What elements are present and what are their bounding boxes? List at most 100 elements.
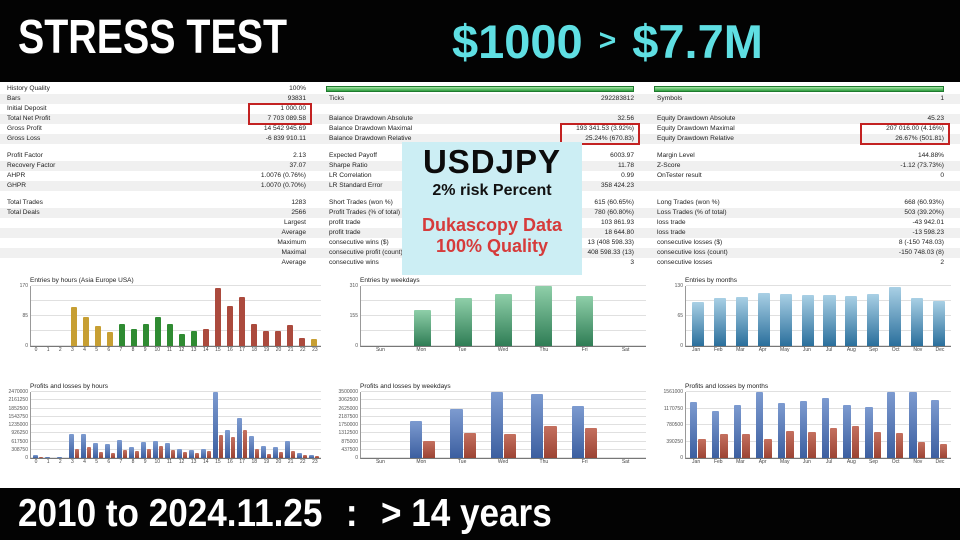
stat-row: Initial Deposit 1 000.00	[0, 104, 322, 114]
stat-label	[0, 228, 7, 238]
y-tick-label: 926250	[11, 430, 28, 437]
bar-group	[840, 392, 862, 458]
charts-grid: Entries by hours (Asia Europe USA) 0 85 17…	[0, 272, 960, 488]
stats-column-right: Symbols 1 Equity Drawdown Absolute 45.23 Equ…	[650, 84, 960, 268]
bar-group	[402, 286, 442, 346]
bar-group	[248, 286, 260, 346]
y-tick-label: 1852500	[8, 405, 28, 412]
bars-layer	[31, 286, 321, 346]
stat-label: Bars	[7, 95, 21, 102]
bar	[122, 449, 128, 458]
bar	[248, 436, 254, 458]
stat-row: Gross Loss -6 839 910.11	[0, 134, 322, 144]
x-tick-label: 5	[95, 347, 99, 353]
x-tick-label: Jun	[802, 347, 811, 353]
stat-row: Loss Trades (% of total) 503 (39.20%)	[650, 208, 960, 218]
bar-group	[605, 286, 645, 346]
bar	[70, 307, 78, 346]
bar-group	[200, 392, 212, 458]
x-tick-label: Nov	[913, 347, 923, 353]
gridline	[361, 407, 646, 409]
bar-group	[483, 392, 523, 458]
stat-value: 6003.97	[610, 152, 634, 159]
stat-label: Short Trades (won %)	[329, 199, 393, 206]
bar	[286, 324, 294, 346]
gain-from: $1000	[452, 14, 583, 68]
stat-label: consecutive wins ($)	[329, 239, 389, 246]
x-tick-label: Mar	[736, 347, 745, 353]
stat-value: 100%	[289, 85, 306, 92]
gridline	[686, 457, 951, 458]
x-tick-label: 19	[263, 459, 270, 465]
stat-label: consecutive wins	[329, 259, 379, 266]
bar	[423, 441, 436, 458]
x-tick-label: 20	[275, 347, 282, 353]
x-tick-label: Sep	[869, 459, 878, 465]
bar	[584, 427, 597, 458]
stat-row: Gross Profit 14 542 945.69	[0, 124, 322, 134]
bar	[843, 405, 851, 458]
bar-group	[906, 392, 928, 458]
x-tick-label: 13	[190, 459, 197, 465]
gridline	[31, 300, 321, 301]
bar	[873, 432, 882, 458]
x-tick-label: 10	[154, 347, 161, 353]
bar	[939, 444, 948, 458]
stat-value: 14 542 945.69	[263, 125, 306, 132]
x-tick-label: 2	[58, 459, 62, 465]
stat-label: Gross Profit	[7, 125, 42, 132]
bar	[56, 456, 62, 458]
stat-value: 408 598.33 (13)	[587, 249, 634, 256]
bars-layer	[361, 392, 646, 458]
bar-group	[284, 392, 296, 458]
x-tick-label: 0	[34, 459, 38, 465]
bars-layer	[686, 392, 951, 458]
bar-group	[272, 392, 284, 458]
bar-group	[362, 286, 402, 346]
stats-gap	[650, 191, 960, 198]
stat-value: 0.99	[621, 172, 634, 179]
bar	[917, 441, 926, 458]
gridline	[686, 315, 951, 316]
x-tick-label: 23	[312, 459, 318, 465]
bar	[278, 452, 284, 458]
bar	[808, 431, 816, 458]
chart-title: Profits and losses by hours	[30, 383, 109, 390]
gridline	[31, 440, 321, 442]
y-tick-label: 2470000	[8, 389, 28, 395]
x-tick-label: 21	[287, 347, 294, 353]
chart-plot: 0 85 170	[20, 283, 321, 349]
stat-row: consecutive wins ($) 13 (408 598.33)	[322, 238, 650, 248]
stat-label: profit trade	[329, 219, 361, 226]
stat-row: Maximum	[0, 238, 322, 248]
gridline	[361, 399, 646, 401]
stats-gap	[0, 144, 322, 151]
bar	[829, 428, 838, 458]
quality-bar-fill	[326, 86, 634, 92]
stats-column-left: History Quality 100% Bars 93831 Initial Depo…	[0, 84, 322, 268]
bar	[190, 331, 198, 346]
chart-x-axis: Jan Feb Mar Apr May Jun Jul Aug Sep Oct Nov Dec	[685, 347, 951, 354]
stat-row: Total Deals 2566	[0, 208, 322, 218]
bar	[735, 296, 748, 346]
gridline	[361, 424, 646, 425]
stat-value: 207 016.00 (4.16%)	[886, 125, 944, 132]
x-tick-label: 6	[107, 459, 111, 465]
stat-label	[0, 248, 7, 258]
x-tick-label: Mon	[416, 347, 427, 353]
gridline	[361, 415, 646, 417]
y-tick-label: 3062500	[338, 397, 358, 404]
x-tick-label: 19	[263, 347, 270, 353]
bar	[44, 457, 50, 458]
stat-value: 2566	[291, 209, 306, 216]
stat-row: loss trade -43 942.01	[650, 218, 960, 228]
bar	[463, 432, 476, 458]
chart-title: Entries by hours (Asia Europe USA)	[30, 277, 134, 284]
bar-group	[402, 392, 442, 458]
x-tick-label: 16	[227, 347, 233, 353]
x-tick-label: 4	[83, 347, 86, 353]
x-tick-label: Sat	[621, 347, 630, 353]
bar-group	[443, 392, 483, 458]
stat-row: Balance Drawdown Absolute 32.56	[322, 114, 650, 124]
gridline	[31, 448, 321, 450]
